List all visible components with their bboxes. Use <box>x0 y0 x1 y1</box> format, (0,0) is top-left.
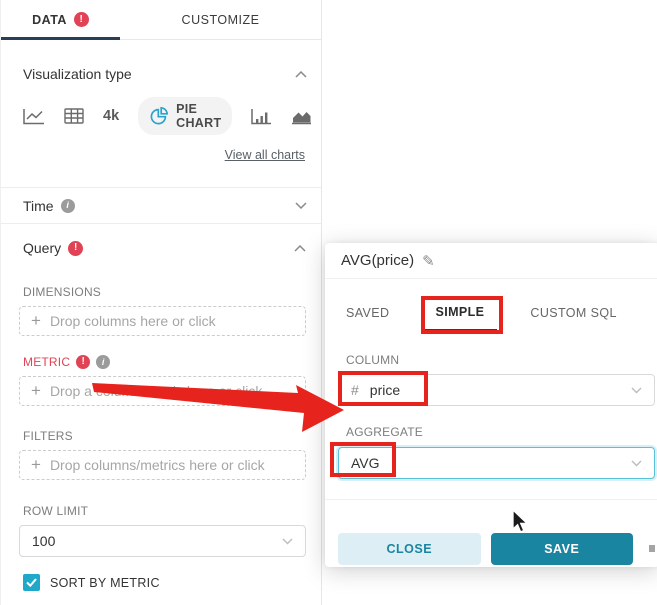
visualization-type-title: Visualization type <box>23 66 132 82</box>
info-icon: i <box>60 198 75 213</box>
area-chart-icon[interactable] <box>291 108 312 125</box>
popover-tab-bar: SAVED SIMPLE CUSTOM SQL <box>333 294 657 331</box>
save-button[interactable]: SAVE <box>490 533 633 565</box>
aggregate-label: AGGREGATE <box>346 425 423 439</box>
visualization-type-header[interactable]: Visualization type <box>23 66 307 82</box>
chevron-down-icon <box>631 460 642 467</box>
tab-data-label: DATA <box>32 12 67 27</box>
tab-saved[interactable]: SAVED <box>346 305 390 320</box>
popover-title: AVG(price) <box>341 252 415 269</box>
line-chart-icon[interactable] <box>23 108 45 125</box>
dimensions-dropzone[interactable]: + Drop columns here or click <box>19 306 306 336</box>
aggregate-select[interactable]: AVG <box>338 447 655 479</box>
chevron-down-icon <box>282 538 293 545</box>
column-value: price <box>369 382 401 398</box>
close-button[interactable]: CLOSE <box>338 533 481 565</box>
tab-custom-sql[interactable]: CUSTOM SQL <box>530 305 617 320</box>
plus-icon: + <box>31 454 41 474</box>
pie-chart-label: PIE CHART <box>176 102 222 130</box>
error-badge-icon: ! <box>73 12 89 27</box>
pie-chart-option-selected[interactable]: PIE CHART <box>138 97 233 135</box>
tab-simple[interactable]: SIMPLE <box>422 294 498 331</box>
time-section-title: Time <box>23 197 54 214</box>
metric-label-row: METRIC ! i <box>23 355 306 369</box>
metric-placeholder: Drop a column/metric here or click <box>49 383 263 399</box>
plus-icon: + <box>31 310 41 330</box>
metric-edit-popover: AVG(price) ✎ SAVED SIMPLE CUSTOM SQL COL… <box>325 243 657 567</box>
viz-type-options: 4k PIE CHART <box>23 97 312 135</box>
dimensions-label: DIMENSIONS <box>23 285 102 299</box>
filters-dropzone[interactable]: + Drop columns/metrics here or click <box>19 450 306 480</box>
footer-divider <box>325 499 657 500</box>
sort-by-metric-label: SORT BY METRIC <box>50 575 160 590</box>
aggregate-value: AVG <box>351 455 380 471</box>
metric-error-badge-icon: ! <box>76 355 91 369</box>
column-select[interactable]: # price <box>338 374 655 406</box>
tab-customize[interactable]: CUSTOMIZE <box>120 0 321 39</box>
panel-tab-bar: DATA ! CUSTOMIZE <box>1 0 321 40</box>
info-icon: i <box>96 355 111 369</box>
sort-by-metric-checkbox[interactable] <box>23 574 40 591</box>
chevron-down-icon[interactable] <box>295 202 307 209</box>
table-icon[interactable] <box>64 108 84 124</box>
chevron-up-icon[interactable] <box>295 70 307 78</box>
tab-customize-label: CUSTOMIZE <box>181 12 260 27</box>
filters-label: FILTERS <box>23 429 73 443</box>
column-label: COLUMN <box>346 353 400 367</box>
popover-header: AVG(price) ✎ <box>325 243 657 279</box>
query-section-title: Query <box>23 240 62 256</box>
edit-pencil-icon[interactable]: ✎ <box>422 252 435 270</box>
plus-icon: + <box>31 380 41 400</box>
view-all-charts-link[interactable]: View all charts <box>224 148 305 162</box>
pie-chart-icon <box>149 106 169 126</box>
metric-label: METRIC <box>23 355 71 369</box>
sort-by-metric-row: SORT BY METRIC <box>19 574 306 591</box>
row-limit-value: 100 <box>32 533 56 549</box>
visualization-type-section: Visualization type 4 <box>1 40 321 187</box>
popover-footer: CLOSE SAVE <box>325 500 657 565</box>
filters-placeholder: Drop columns/metrics here or click <box>49 457 265 473</box>
row-limit-label: ROW LIMIT <box>23 504 89 518</box>
chart-control-panel: DATA ! CUSTOMIZE Visualization type <box>0 0 322 605</box>
time-section-header[interactable]: Time i <box>1 187 321 223</box>
query-section: Query ! DIMENSIONS + Drop columns here o… <box>1 223 321 591</box>
query-error-badge-icon: ! <box>68 240 84 256</box>
active-tab-indicator <box>1 37 120 40</box>
chevron-down-icon <box>631 387 642 394</box>
query-section-header[interactable]: Query ! <box>19 237 306 259</box>
row-limit-select[interactable]: 100 <box>19 525 306 557</box>
chevron-up-icon[interactable] <box>294 244 306 252</box>
tab-data[interactable]: DATA ! <box>1 0 120 40</box>
dimensions-placeholder: Drop columns here or click <box>49 313 216 329</box>
metric-dropzone[interactable]: + Drop a column/metric here or click <box>19 376 306 406</box>
big-number-icon[interactable]: 4k <box>103 108 120 124</box>
numeric-type-icon: # <box>351 382 359 398</box>
bar-chart-icon[interactable] <box>251 108 272 125</box>
